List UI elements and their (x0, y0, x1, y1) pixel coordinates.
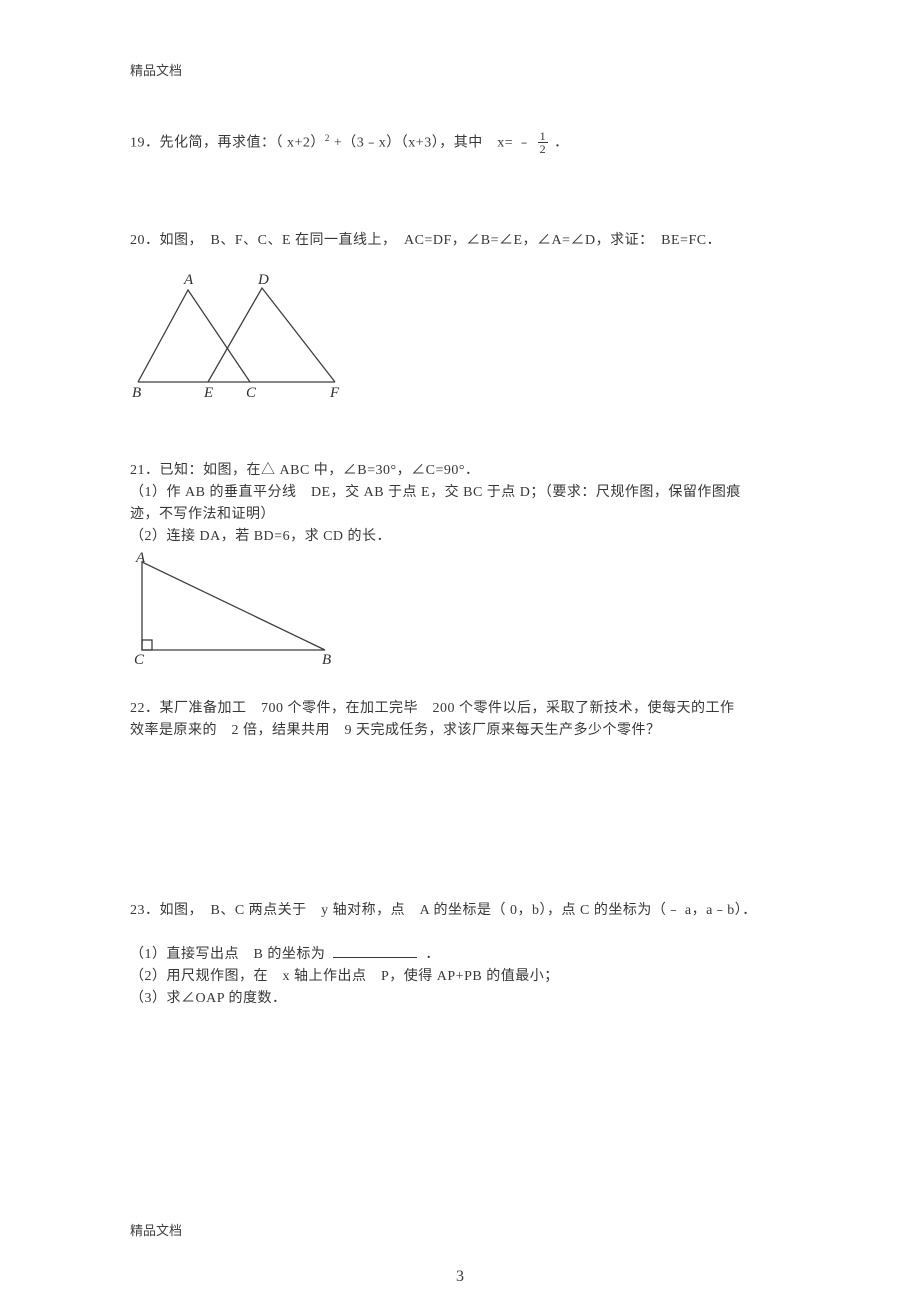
q19-frac-num: 1 (538, 130, 549, 143)
q19-sup: 2 (325, 133, 330, 143)
fill-blank (333, 946, 417, 958)
page-footer: 精品文档 (130, 1220, 182, 1239)
q21-label-b: B (322, 652, 331, 668)
q19-suffix: ． (554, 136, 569, 151)
q23-s3: （3）求∠OAP 的度数． (130, 988, 790, 1010)
q19-prefix: 19．先化简，再求值：（ (130, 136, 283, 151)
q20-text: 20．如图， B、F、C、E 在同一直线上， AC=DF，∠B=∠E，∠A=∠D… (130, 230, 790, 252)
q21-l3: 迹，不写作法和证明） (130, 504, 790, 526)
q23-s2: （2）用尺规作图，在 x 轴上作出点 P，使得 AP+PB 的值最小； (130, 966, 790, 988)
question-19: 19．先化简，再求值：（ x+2）2 +（3﹣x）（x+3），其中 x= ﹣ 1… (130, 127, 790, 156)
question-23: 23．如图， B、C 两点关于 y 轴对称，点 A 的坐标是（ 0，b），点 C… (130, 900, 790, 1010)
q19-fraction: 1 2 (538, 130, 549, 155)
q23-s1a: （1）直接写出点 B 的坐标为 (130, 947, 325, 962)
q21-l2: （1）作 AB 的垂直平分线 DE，交 AB 于点 E，交 BC 于点 D；（要… (130, 482, 790, 504)
q20-label-a: A (183, 272, 194, 288)
q23-s1b: ． (425, 947, 440, 962)
q19-expr2: +（3﹣x）（x+3），其中 x= ﹣ (334, 136, 532, 151)
q21-label-a: A (135, 550, 146, 566)
q19-line: 19．先化简，再求值：（ x+2）2 +（3﹣x）（x+3），其中 x= ﹣ 1… (130, 127, 790, 156)
page-number: 3 (0, 1268, 920, 1286)
q21-label-c: C (134, 652, 145, 668)
page-header: 精品文档 (130, 60, 790, 79)
q20-label-e: E (203, 385, 213, 400)
question-22: 22．某厂准备加工 700 个零件，在加工完毕 200 个零件以后，采取了新技术… (130, 698, 790, 742)
q20-figure: A D B E C F (130, 270, 790, 400)
q22-l2: 效率是原来的 2 倍，结果共用 9 天完成任务，求该厂原来每天生产多少个零件？ (130, 720, 790, 742)
q19-expr1: x+2） (287, 136, 325, 151)
q22-l1: 22．某厂准备加工 700 个零件，在加工完毕 200 个零件以后，采取了新技术… (130, 698, 790, 720)
q20-label-c: C (246, 385, 257, 400)
q23-l1: 23．如图， B、C 两点关于 y 轴对称，点 A 的坐标是（ 0，b），点 C… (130, 900, 790, 922)
q20-label-b: B (132, 385, 141, 400)
q21-figure: A C B (130, 550, 790, 670)
q20-label-d: D (257, 272, 269, 288)
question-20: 20．如图， B、F、C、E 在同一直线上， AC=DF，∠B=∠E，∠A=∠D… (130, 230, 790, 400)
q21-l4: （2）连接 DA，若 BD=6，求 CD 的长． (130, 526, 790, 548)
q21-l1: 21．已知：如图，在△ ABC 中，∠B=30°，∠C=90°． (130, 460, 790, 482)
question-21: 21．已知：如图，在△ ABC 中，∠B=30°，∠C=90°． （1）作 AB… (130, 460, 790, 670)
q20-label-f: F (329, 385, 340, 400)
q19-frac-den: 2 (538, 143, 549, 155)
q23-s1: （1）直接写出点 B 的坐标为 ． (130, 944, 790, 966)
